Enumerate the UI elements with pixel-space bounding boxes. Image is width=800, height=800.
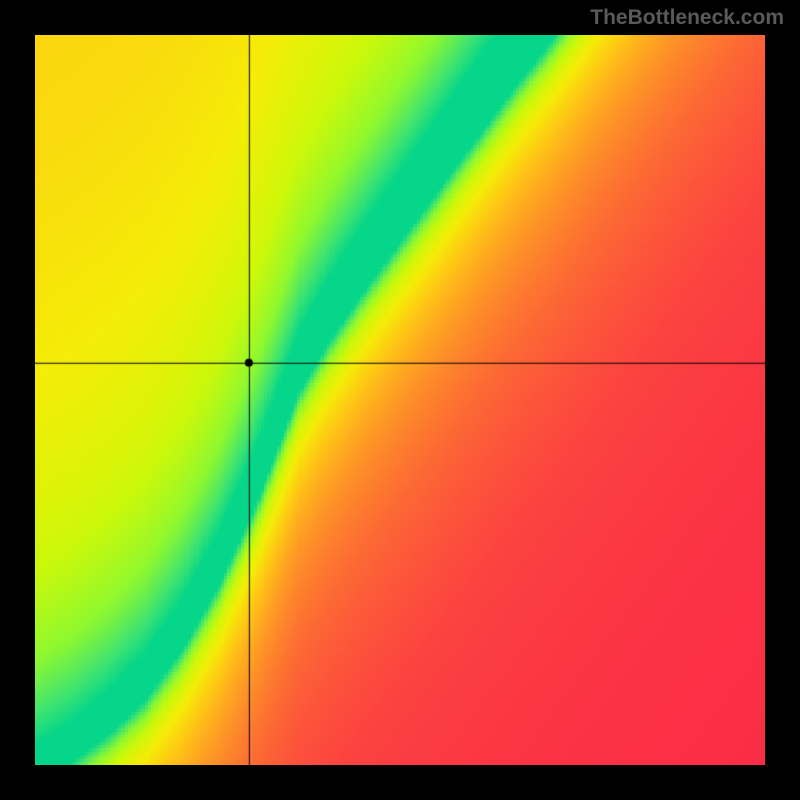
plot-area [35,35,765,765]
watermark-text: TheBottleneck.com [590,6,784,30]
chart-container: TheBottleneck.com [0,0,800,800]
heatmap-canvas [35,35,765,765]
